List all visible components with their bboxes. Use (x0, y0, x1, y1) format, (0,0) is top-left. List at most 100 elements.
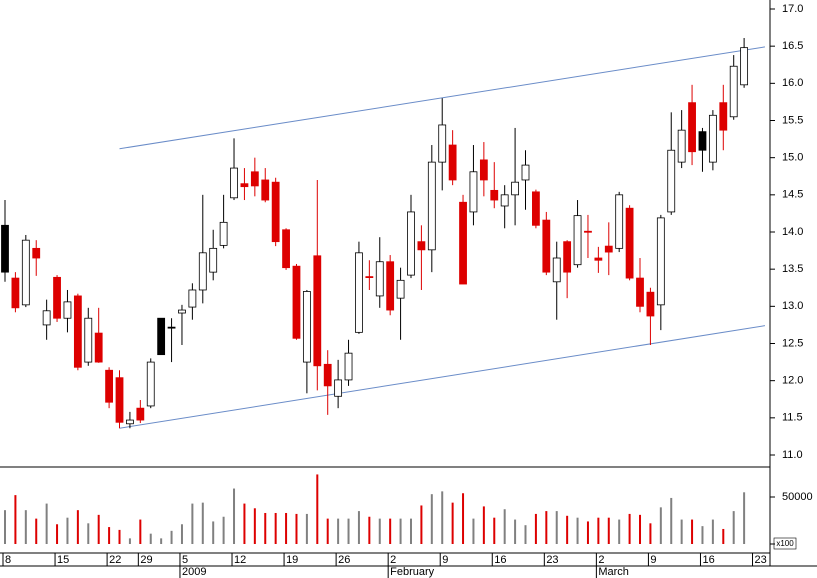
candle-body (302, 291, 311, 363)
volume-bar (253, 508, 256, 544)
candle-body (479, 159, 488, 181)
candle-body (667, 149, 676, 213)
candle-body (167, 326, 176, 329)
candle-body (230, 167, 238, 199)
volume-bar (732, 511, 735, 544)
volume-bar (566, 515, 569, 544)
volume-bar (472, 518, 475, 544)
candle-body (198, 252, 207, 291)
candle-body (32, 247, 41, 259)
candle-body (521, 164, 530, 181)
x-tick-label: 15 (57, 554, 69, 566)
candle-body (250, 171, 259, 187)
volume-bar (45, 503, 48, 544)
candle-body (21, 239, 30, 306)
volume-bar (503, 509, 506, 544)
candle-body (552, 257, 561, 283)
volume-bar (35, 518, 38, 544)
candle-body (115, 377, 124, 423)
volume-bar (212, 521, 215, 544)
candle-body (656, 217, 665, 306)
y-tick-label: 14.5 (782, 189, 803, 201)
volume-bar (524, 525, 527, 544)
candle-body (407, 211, 415, 276)
y-tick-label: 14.0 (782, 226, 803, 238)
volume-bar (670, 497, 673, 544)
candle-body (719, 102, 728, 131)
y-tick-label: 11.0 (782, 449, 803, 461)
candle-body (427, 161, 436, 251)
candle-body (636, 277, 644, 307)
candle-body (708, 114, 717, 163)
volume-bar (191, 503, 194, 544)
candle-body (542, 219, 551, 273)
volume-bar (264, 512, 267, 544)
volume-bar (285, 512, 288, 544)
volume-bar (56, 524, 59, 544)
volume-bar (722, 528, 725, 544)
month-label: March (598, 566, 629, 578)
candle-body (261, 179, 270, 201)
volume-bar (409, 518, 412, 544)
y-tick-label: 17.0 (782, 3, 803, 15)
candle-body (365, 276, 374, 279)
x-tick-label: 16 (702, 554, 714, 566)
trendline (119, 46, 766, 150)
candle-body (532, 191, 540, 226)
candle-body (282, 229, 290, 269)
volume-unit: x100 (776, 539, 794, 548)
volume-bar (618, 519, 621, 544)
y-tick-label: 11.5 (782, 412, 803, 424)
volume-bar (545, 511, 548, 544)
x-tick-label: 22 (109, 554, 121, 566)
candle-body (438, 124, 447, 163)
volume-bar (24, 510, 27, 544)
candle-body (740, 47, 749, 86)
candle-body (396, 279, 405, 299)
volume-bar (14, 495, 17, 544)
candle-body (344, 352, 353, 381)
volume-bar (441, 491, 444, 544)
x-tick-label: 9 (650, 554, 656, 566)
volume-bar (357, 511, 360, 544)
volume-bar (274, 512, 277, 544)
x-tick-label: 26 (338, 554, 350, 566)
y-tick-label: 16.0 (782, 77, 803, 89)
month-label: February (390, 566, 435, 578)
volume-bar (430, 494, 433, 544)
volume-bar (743, 492, 746, 544)
volume-bar (76, 510, 79, 544)
candle-body (334, 379, 343, 397)
candle-body (240, 183, 249, 188)
candle-body (469, 171, 478, 213)
volume-bar (597, 517, 600, 544)
volume-bar (399, 518, 402, 544)
volume-bar (691, 519, 694, 544)
candle-body (375, 261, 384, 297)
candle-body (209, 247, 218, 273)
candle-body (157, 317, 166, 356)
candle-body (136, 407, 145, 421)
candle-body (63, 301, 72, 319)
y-tick-label: 15.0 (782, 152, 803, 164)
volume-bar (326, 518, 329, 544)
volume-bar (649, 523, 652, 544)
volume-bar (534, 513, 537, 544)
candle-body (323, 363, 332, 387)
volume-bar (711, 519, 714, 544)
candle-body (698, 131, 707, 151)
volume-bar (576, 517, 579, 544)
candle-body (11, 277, 20, 309)
y-tick-label: 16.5 (782, 40, 803, 52)
volume-bar (201, 502, 204, 544)
candle-body (73, 295, 82, 368)
candle-body (490, 189, 499, 201)
volume-bar (347, 518, 350, 544)
volume-bar (66, 517, 69, 544)
volume-bar (659, 507, 662, 544)
volume-bar (368, 516, 371, 544)
volume-bar (378, 518, 381, 544)
volume-bar (607, 517, 610, 544)
volume-bar (316, 474, 319, 544)
